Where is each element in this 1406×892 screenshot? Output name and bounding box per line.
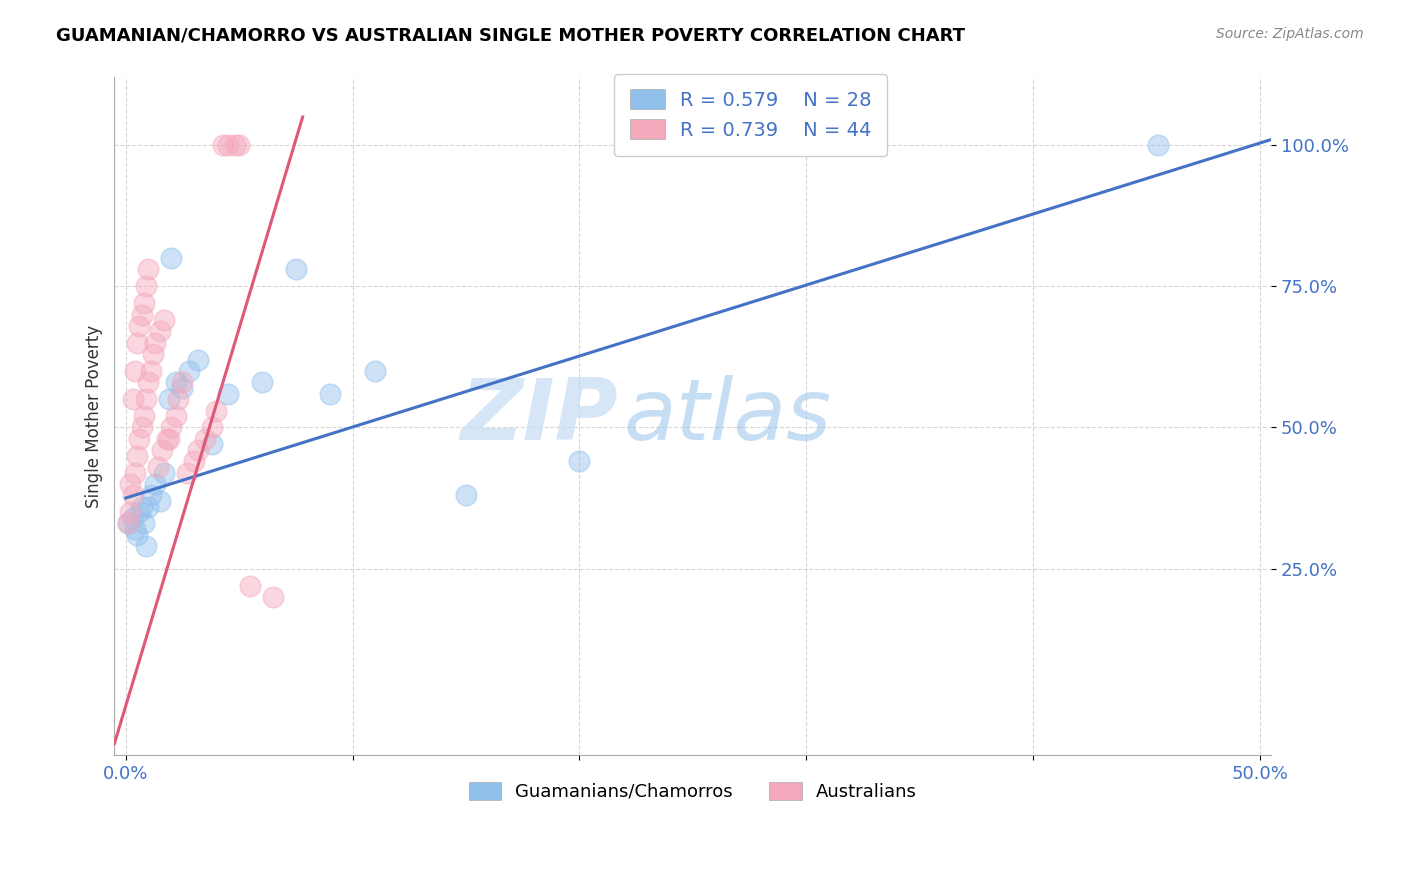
- Point: [117, 516, 139, 531]
- Point: [179, 364, 201, 378]
- Point: [143, 335, 166, 350]
- Point: [165, 376, 187, 390]
- Point: [165, 409, 187, 424]
- Point: [187, 443, 209, 458]
- Point: [146, 460, 169, 475]
- Point: [131, 500, 153, 514]
- Point: [568, 454, 591, 468]
- Point: [127, 449, 149, 463]
- Point: [135, 539, 157, 553]
- Point: [135, 392, 157, 407]
- Text: ZIP: ZIP: [460, 375, 617, 458]
- Point: [127, 335, 149, 350]
- Point: [217, 386, 239, 401]
- Point: [284, 262, 307, 277]
- Point: [120, 505, 142, 519]
- Point: [132, 516, 155, 531]
- Point: [250, 376, 273, 390]
- Point: [131, 420, 153, 434]
- Point: [124, 522, 146, 536]
- Point: [121, 510, 143, 524]
- Point: [153, 466, 176, 480]
- Text: atlas: atlas: [623, 375, 831, 458]
- Point: [167, 392, 190, 407]
- Point: [127, 527, 149, 541]
- Point: [131, 308, 153, 322]
- Point: [201, 437, 224, 451]
- Point: [121, 488, 143, 502]
- Point: [172, 376, 194, 390]
- Point: [157, 432, 180, 446]
- Point: [138, 500, 160, 514]
- Point: [150, 443, 173, 458]
- Point: [124, 364, 146, 378]
- Point: [183, 454, 205, 468]
- Point: [217, 138, 239, 153]
- Point: [319, 386, 342, 401]
- Point: [1146, 138, 1168, 153]
- Point: [228, 138, 250, 153]
- Point: [139, 488, 162, 502]
- Point: [139, 364, 162, 378]
- Point: [187, 352, 209, 367]
- Point: [149, 325, 172, 339]
- Point: [239, 578, 262, 592]
- Legend: Guamanians/Chamorros, Australians: Guamanians/Chamorros, Australians: [456, 769, 929, 814]
- Point: [176, 466, 198, 480]
- Text: GUAMANIAN/CHAMORRO VS AUSTRALIAN SINGLE MOTHER POVERTY CORRELATION CHART: GUAMANIAN/CHAMORRO VS AUSTRALIAN SINGLE …: [56, 27, 966, 45]
- Y-axis label: Single Mother Poverty: Single Mother Poverty: [86, 325, 103, 508]
- Point: [128, 505, 150, 519]
- Point: [135, 279, 157, 293]
- Point: [124, 466, 146, 480]
- Point: [155, 432, 177, 446]
- Point: [132, 296, 155, 310]
- Point: [121, 392, 143, 407]
- Point: [364, 364, 387, 378]
- Point: [132, 409, 155, 424]
- Text: Source: ZipAtlas.com: Source: ZipAtlas.com: [1216, 27, 1364, 41]
- Point: [454, 488, 477, 502]
- Point: [224, 138, 246, 153]
- Point: [128, 432, 150, 446]
- Point: [205, 403, 228, 417]
- Point: [149, 493, 172, 508]
- Point: [142, 347, 165, 361]
- Point: [153, 313, 176, 327]
- Point: [160, 251, 183, 265]
- Point: [160, 420, 183, 434]
- Point: [120, 477, 142, 491]
- Point: [138, 376, 160, 390]
- Point: [262, 590, 284, 604]
- Point: [212, 138, 235, 153]
- Point: [172, 381, 194, 395]
- Point: [201, 420, 224, 434]
- Point: [138, 262, 160, 277]
- Point: [194, 432, 217, 446]
- Point: [128, 318, 150, 333]
- Point: [117, 516, 139, 531]
- Point: [143, 477, 166, 491]
- Point: [157, 392, 180, 407]
